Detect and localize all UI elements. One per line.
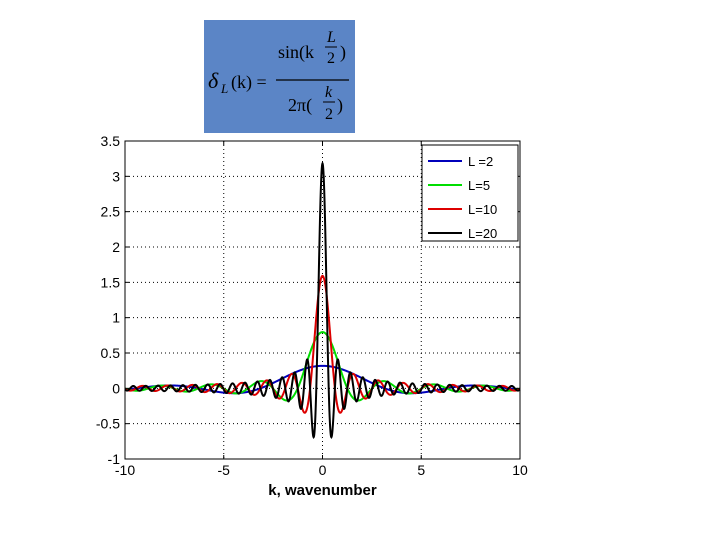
series-line-4 bbox=[124, 160, 521, 440]
y-tick-label: 1 bbox=[112, 310, 120, 326]
series-line-3 bbox=[124, 274, 521, 414]
formula-den-frac-bot: 2 bbox=[325, 106, 333, 123]
series-curves bbox=[124, 160, 521, 440]
formula-equation: δ L (k) = sin(k L 2 ) 2π( k 2 ) bbox=[208, 29, 349, 123]
formula-num-sin: sin(k bbox=[278, 42, 314, 63]
y-tick-label: -0.5 bbox=[96, 416, 120, 432]
legend-label-2: L=5 bbox=[468, 178, 490, 193]
y-tick-label: 2 bbox=[112, 239, 120, 255]
series-line-1 bbox=[124, 364, 521, 395]
x-tick-label: 0 bbox=[319, 462, 327, 478]
grid-lines bbox=[125, 141, 520, 459]
formula-den-frac-top: k bbox=[325, 84, 333, 101]
formula-num-close: ) bbox=[340, 42, 346, 63]
legend-label-4: L=20 bbox=[468, 226, 497, 241]
formula-lhs-sub: L bbox=[220, 81, 228, 96]
formula-box: δ L (k) = sin(k L 2 ) 2π( k 2 ) bbox=[204, 20, 355, 133]
formula-lhs: δ bbox=[208, 68, 219, 93]
x-axis-label: k, wavenumber bbox=[268, 482, 377, 499]
formula-num-frac-top: L bbox=[326, 29, 336, 46]
y-tick-label: -1 bbox=[108, 451, 121, 467]
formula-den-close: ) bbox=[337, 95, 343, 116]
y-tick-label: 1.5 bbox=[101, 274, 121, 290]
y-tick-label: 0.5 bbox=[101, 345, 121, 361]
x-tick-label: 5 bbox=[417, 462, 425, 478]
y-tick-label: 3 bbox=[112, 168, 120, 184]
x-tick-label: -5 bbox=[218, 462, 231, 478]
legend-label-1: L =2 bbox=[468, 154, 493, 169]
y-tick-label: 0 bbox=[112, 380, 120, 396]
legend: L =2 L=5 L=10 L=20 bbox=[421, 144, 519, 242]
y-tick-label: 2.5 bbox=[101, 204, 121, 220]
x-tick-label: 10 bbox=[512, 462, 528, 478]
formula-den-pre: 2π( bbox=[288, 95, 312, 116]
y-tick-label: 3.5 bbox=[101, 133, 121, 149]
formula-lhs-arg: (k) = bbox=[231, 72, 267, 93]
legend-label-3: L=10 bbox=[468, 202, 497, 217]
x-tick-label: -10 bbox=[115, 462, 135, 478]
axis-ticks: -10 -5 0 5 10 -1 -0.5 0 0.5 1 1.5 2 2.5 3 3.5 bbox=[96, 133, 528, 478]
formula-num-frac-bot: 2 bbox=[327, 50, 335, 67]
